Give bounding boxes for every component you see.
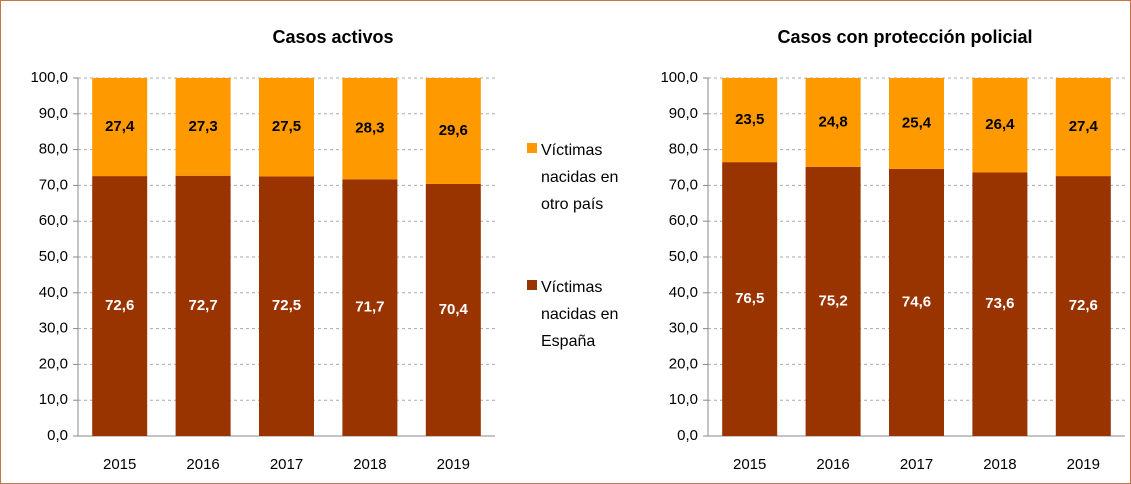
bar-segment	[722, 78, 778, 163]
y-tick-label: 30,0	[669, 320, 698, 337]
bar-segment	[92, 78, 148, 177]
y-tick-label: 10,0	[669, 391, 698, 408]
y-tick-label: 0,0	[47, 427, 68, 444]
value-label: 75,2	[818, 292, 847, 309]
y-tick-label: 20,0	[669, 355, 698, 372]
y-tick-label: 50,0	[39, 248, 68, 265]
x-tick-label: 2016	[186, 456, 219, 473]
y-tick-label: 80,0	[669, 141, 698, 158]
bar-segment	[805, 166, 861, 436]
bar-segment	[175, 175, 231, 436]
value-label: 74,6	[902, 293, 931, 310]
legend-swatch	[527, 280, 537, 290]
bar-segment	[175, 78, 231, 176]
x-tick-label: 2017	[270, 456, 303, 473]
y-tick-label: 90,0	[669, 105, 698, 122]
chart-title: Casos con protección policial	[777, 27, 1032, 47]
y-tick-label: 90,0	[39, 105, 68, 122]
y-tick-label: 60,0	[669, 212, 698, 229]
x-tick-label: 2019	[1067, 456, 1100, 473]
bar-segment	[92, 176, 148, 437]
value-label: 76,5	[735, 290, 764, 307]
value-label: 23,5	[735, 111, 764, 128]
value-label: 25,4	[902, 114, 932, 131]
bar-segment	[972, 172, 1028, 436]
x-tick-label: 2018	[983, 456, 1016, 473]
x-tick-label: 2018	[353, 456, 386, 473]
bar-segment	[889, 78, 944, 169]
bar-segment	[342, 78, 398, 180]
y-tick-label: 30,0	[39, 320, 68, 337]
value-label: 26,4	[985, 116, 1015, 133]
x-tick-label: 2016	[816, 456, 849, 473]
value-label: 72,5	[272, 297, 301, 314]
y-tick-label: 60,0	[39, 212, 68, 229]
value-label: 27,4	[1069, 118, 1099, 135]
value-label: 28,3	[355, 120, 384, 137]
bar-segment	[425, 78, 481, 184]
value-label: 73,6	[985, 295, 1014, 312]
y-tick-label: 100,0	[660, 69, 698, 86]
bar-segment	[889, 168, 944, 436]
y-tick-label: 70,0	[39, 176, 68, 193]
y-tick-label: 40,0	[39, 284, 68, 301]
bar-segment	[259, 176, 314, 436]
value-label: 72,6	[105, 297, 134, 314]
value-label: 71,7	[355, 299, 384, 316]
chart-title: Casos activos	[272, 27, 393, 47]
bar-segment	[972, 78, 1028, 173]
bar-segment	[342, 179, 398, 436]
bar-segment	[722, 162, 778, 436]
y-tick-label: 100,0	[30, 69, 68, 86]
bar-segment	[425, 183, 481, 436]
y-tick-label: 0,0	[677, 427, 698, 444]
value-label: 27,5	[272, 118, 301, 135]
y-tick-label: 70,0	[669, 176, 698, 193]
x-tick-label: 2015	[733, 456, 766, 473]
y-tick-label: 80,0	[39, 141, 68, 158]
value-label: 29,6	[439, 122, 468, 139]
x-tick-label: 2017	[900, 456, 933, 473]
legend-swatch	[527, 143, 537, 153]
value-label: 72,7	[188, 297, 217, 314]
bar-segment	[1055, 176, 1111, 437]
y-tick-label: 50,0	[669, 248, 698, 265]
value-label: 27,4	[105, 118, 135, 135]
legend-label: Víctimas nacidas en España	[541, 279, 619, 350]
value-label: 70,4	[439, 301, 469, 318]
bar-segment	[805, 78, 861, 167]
x-tick-label: 2019	[437, 456, 470, 473]
legend-label: Víctimas nacidas en otro país	[541, 142, 619, 213]
y-tick-label: 20,0	[39, 355, 68, 372]
value-label: 72,6	[1069, 297, 1098, 314]
bar-segment	[1055, 78, 1111, 177]
y-tick-label: 40,0	[669, 284, 698, 301]
x-tick-label: 2015	[103, 456, 136, 473]
value-label: 27,3	[188, 118, 217, 135]
value-label: 24,8	[818, 113, 847, 130]
bar-segment	[259, 78, 314, 177]
y-tick-label: 10,0	[39, 391, 68, 408]
